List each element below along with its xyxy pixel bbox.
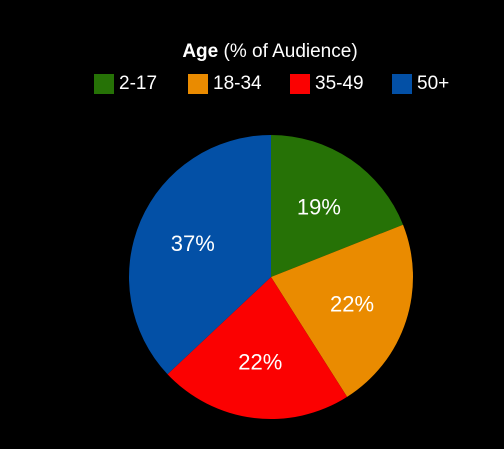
legend-swatch-18-34 [188,74,208,94]
pie-slice-2-17 [271,135,404,277]
legend-swatch-35-49 [290,74,310,94]
pie-label-50-plus: 37% [171,231,215,256]
legend-title-rest: (% of Audience) [218,41,358,62]
legend-title: Age (% of Audience) [0,40,504,64]
legend-item-18-34: 18-34 [188,71,262,97]
pie-slice-50-plus [128,135,271,375]
pie-slice-18-34 [271,224,413,397]
legend-swatch-50-plus [392,74,412,94]
legend-item-35-49: 35-49 [290,71,364,97]
pie-label-2-17: 19% [297,195,341,220]
pie-label-35-49: 22% [238,350,282,375]
legend-swatch-2-17 [94,74,114,94]
legend-title-bold: Age [182,41,219,62]
legend-label-18-34: 18-34 [213,73,262,94]
legend-label-50-plus: 50+ [417,73,450,94]
pie-label-18-34: 22% [330,291,374,316]
pie-slice-35-49 [167,277,348,419]
legend-label-35-49: 35-49 [315,73,364,94]
legend-item-2-17: 2-17 [94,71,157,97]
legend-item-50-plus: 50+ [392,71,449,97]
legend-label-2-17: 2-17 [119,73,158,94]
